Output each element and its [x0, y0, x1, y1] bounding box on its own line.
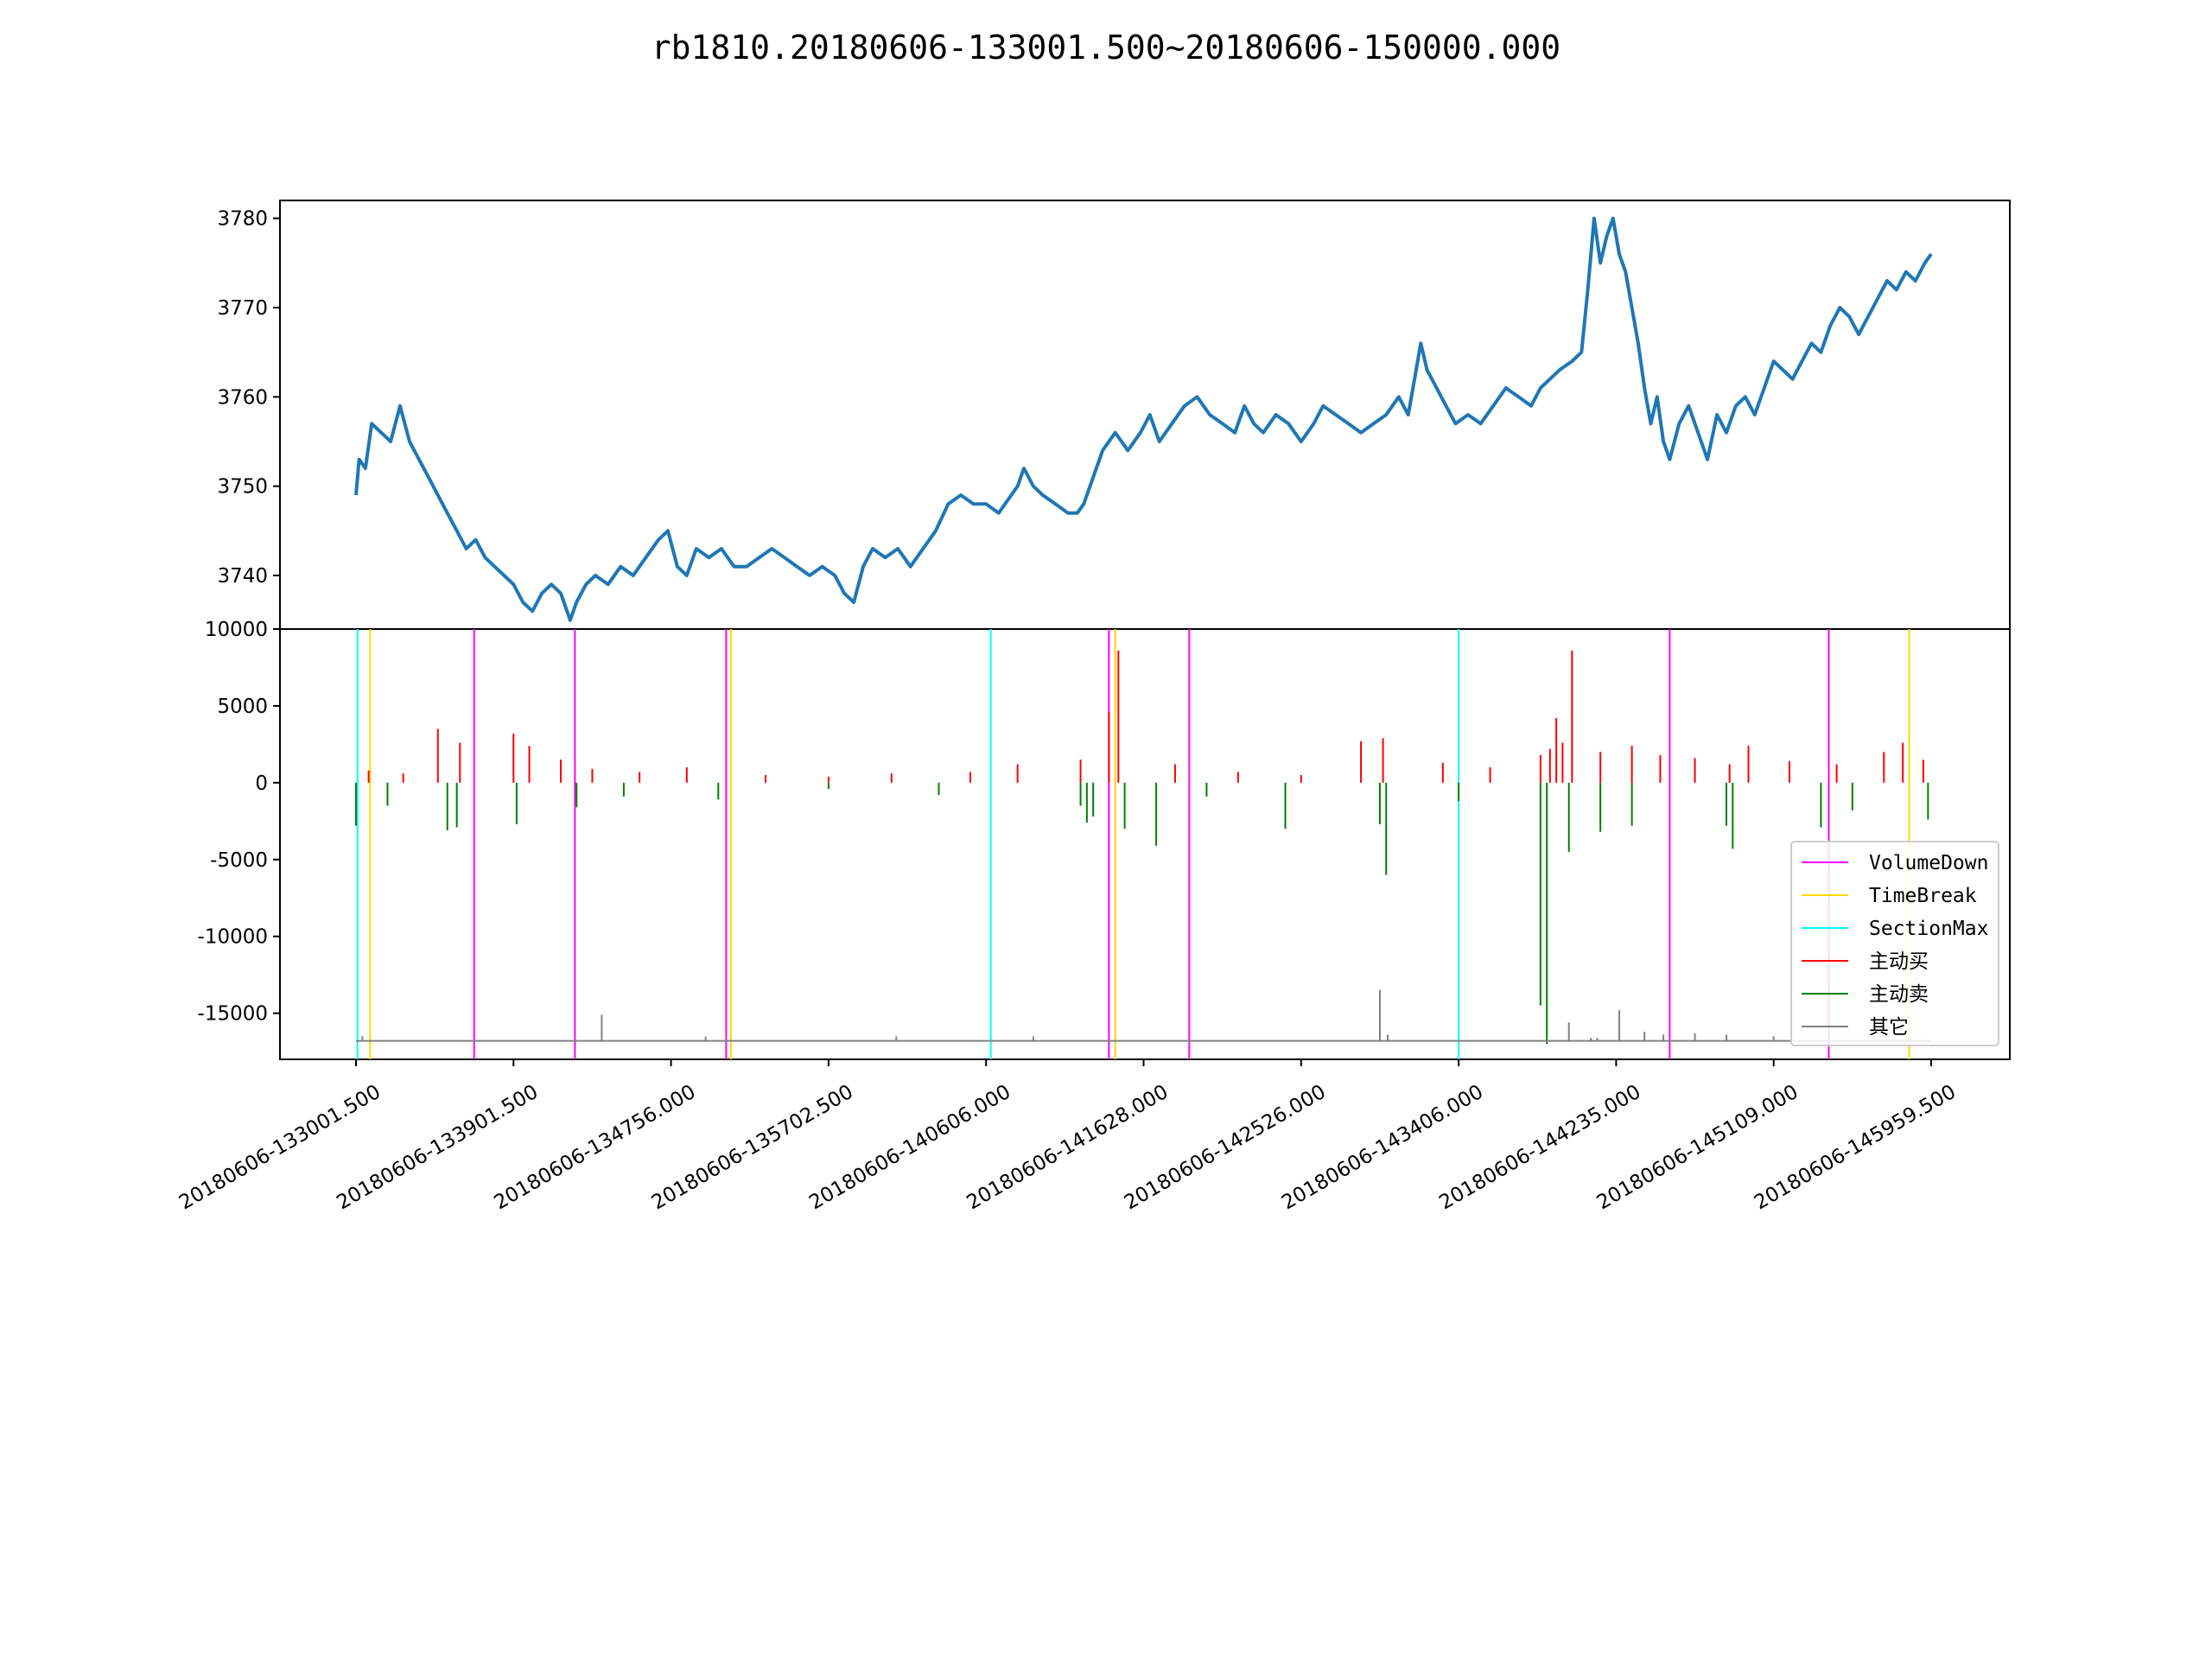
legend-entry: SectionMax: [1869, 918, 1988, 940]
price-y-tick-label: 3740: [217, 565, 268, 588]
volume-y-tick-label: 0: [255, 772, 268, 795]
price-panel: 3740 3750 3760 3770 3780: [217, 200, 2011, 630]
price-axes-frame: [279, 200, 2011, 630]
legend-entry: 其它: [1869, 1016, 1909, 1039]
volume-y-tick-label: -5000: [210, 849, 268, 872]
volume-y-tick-label: 10000: [205, 619, 268, 641]
legend-entry: 主动卖: [1869, 983, 1929, 1006]
legend-entry: 主动买: [1869, 950, 1929, 973]
chart-title: rb1810.20180606-133001.500~20180606-1500…: [652, 29, 1560, 67]
volume-y-tick-label: -10000: [198, 926, 268, 949]
price-y-tick-label: 3770: [217, 297, 268, 320]
price-line: [354, 216, 1933, 622]
legend-entry: TimeBreak: [1869, 885, 1977, 907]
volume-axes-frame: [279, 628, 2011, 1060]
volume-y-tick-label: -15000: [198, 1003, 268, 1026]
volume-y-tick-label: 5000: [217, 696, 268, 718]
price-y-tick-label: 3780: [217, 208, 268, 231]
price-y-tick-label: 3750: [217, 476, 268, 499]
legend-entry: VolumeDown: [1869, 852, 1988, 874]
volume-panel: 1000050000-5000-10000-1500020180606-1330…: [175, 619, 2011, 1214]
price-y-tick-label: 3760: [217, 386, 268, 409]
